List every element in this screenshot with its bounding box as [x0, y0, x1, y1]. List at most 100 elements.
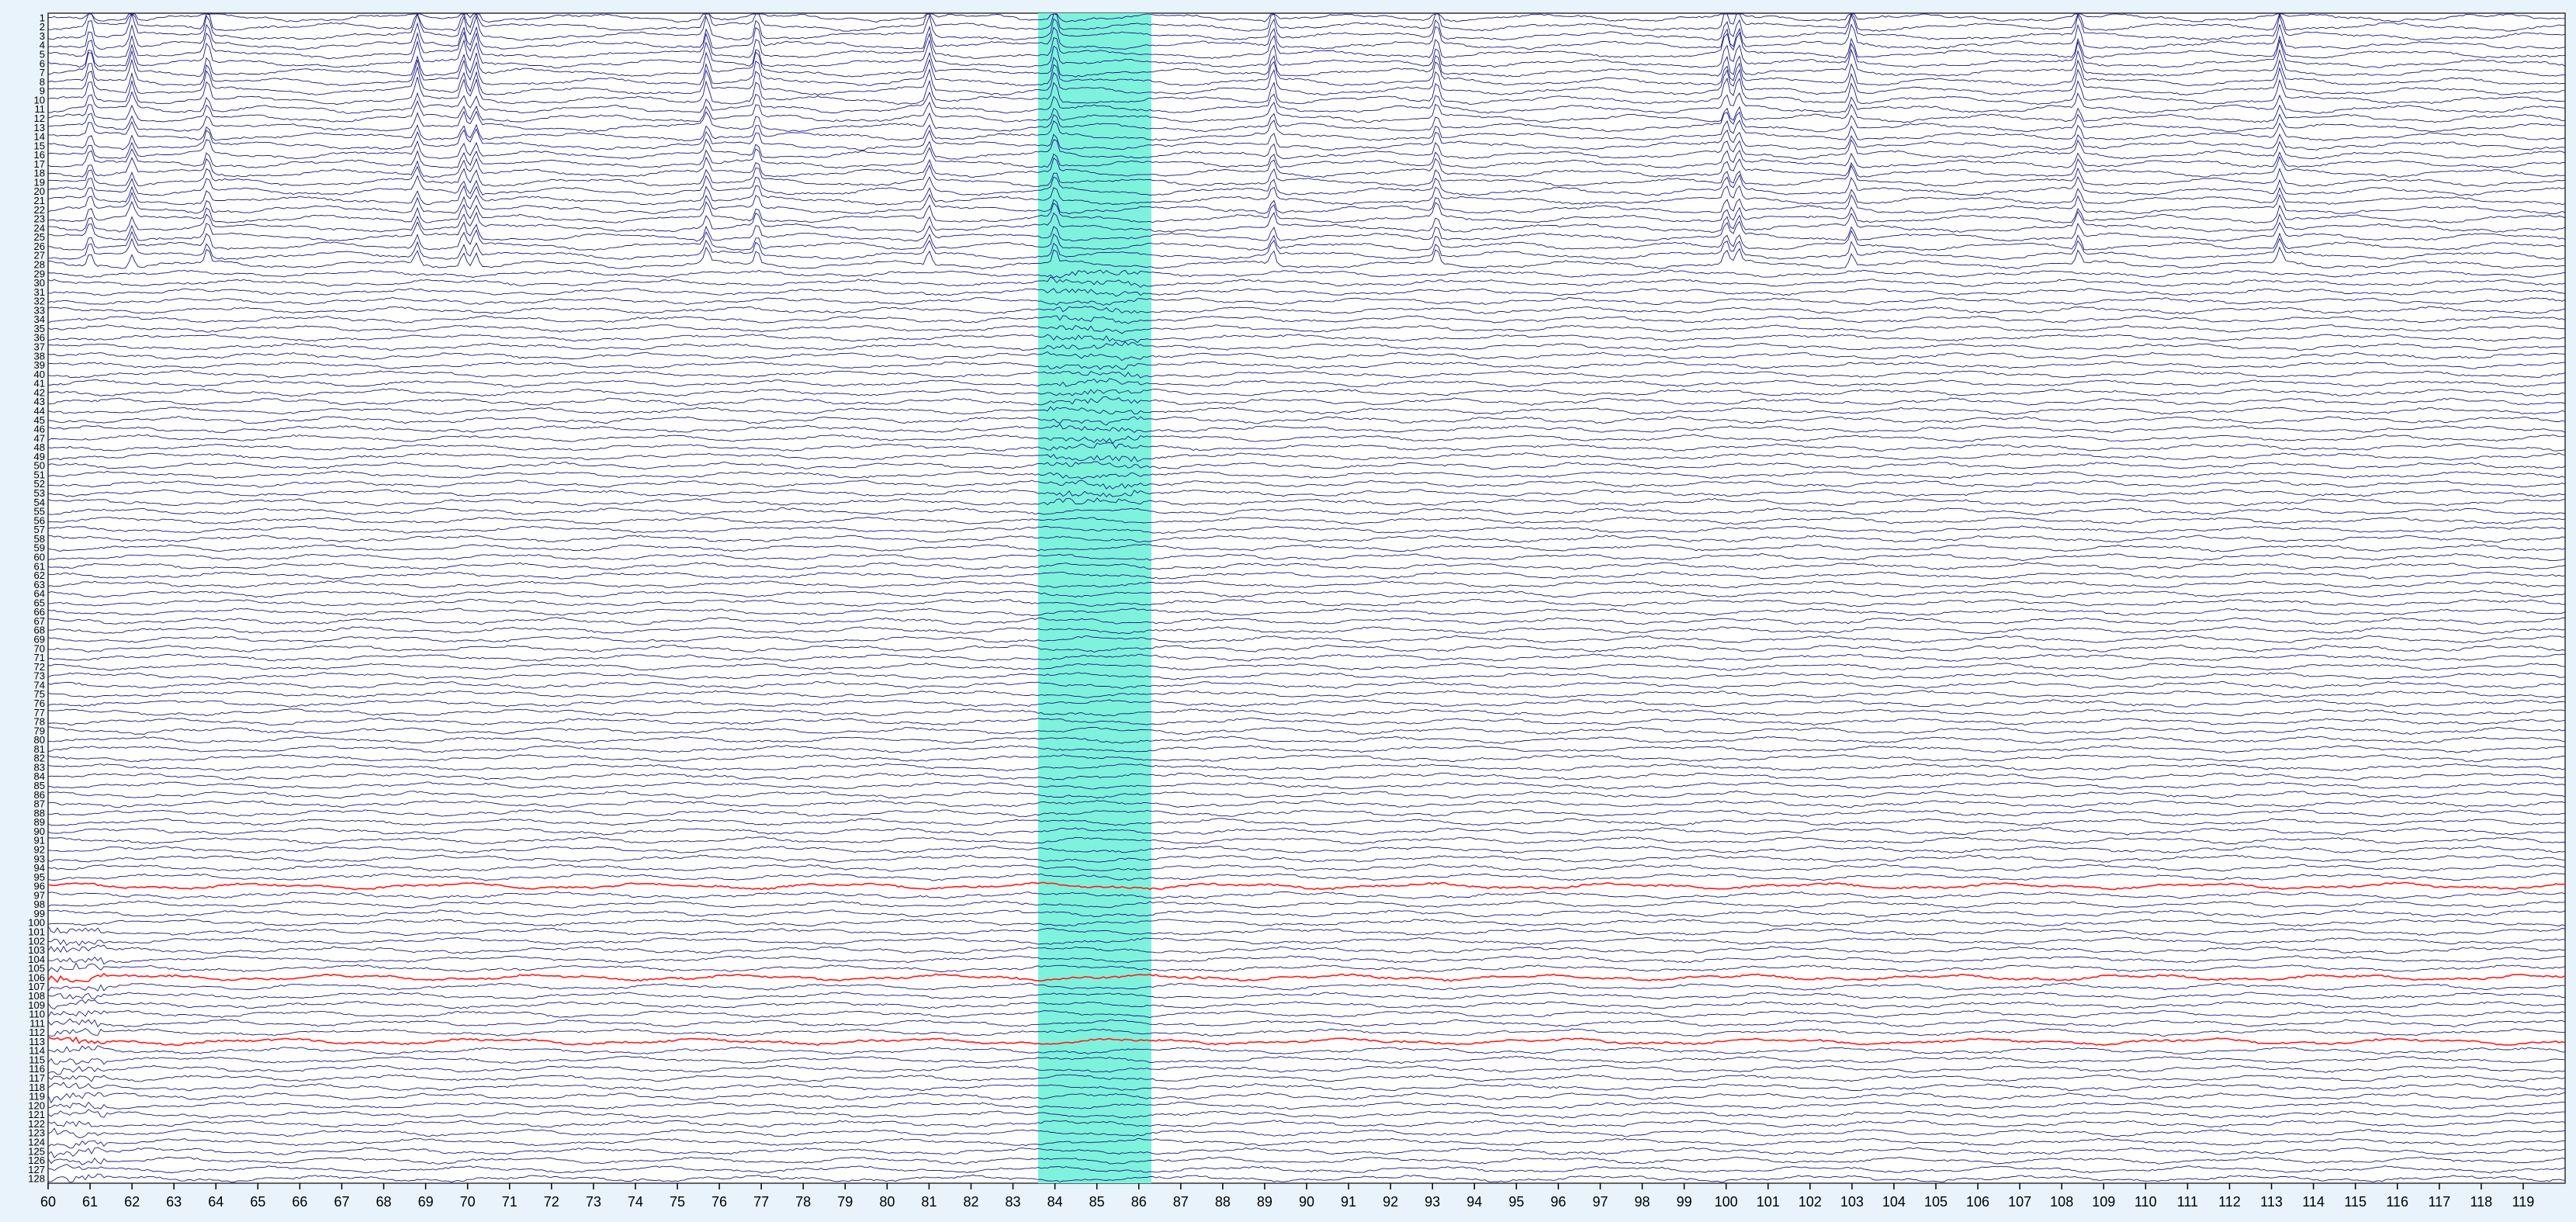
- channel-trace-100[interactable]: [47, 919, 2566, 927]
- channel-trace-103[interactable]: [47, 944, 2566, 954]
- channel-trace-19[interactable]: [47, 164, 2566, 188]
- channel-trace-59[interactable]: [47, 543, 2566, 552]
- channel-trace-96[interactable]: [47, 881, 2565, 891]
- channel-trace-78[interactable]: [47, 717, 2566, 725]
- channel-trace-6[interactable]: [47, 39, 2566, 68]
- channel-trace-37[interactable]: [47, 341, 2566, 351]
- channel-trace-29[interactable]: [47, 269, 2566, 279]
- channel-trace-67[interactable]: [47, 617, 2566, 625]
- channel-trace-28[interactable]: [47, 246, 2566, 270]
- channel-trace-92[interactable]: [47, 845, 2566, 853]
- channel-trace-2[interactable]: [47, 12, 2566, 32]
- channel-trace-86[interactable]: [47, 790, 2566, 799]
- channel-trace-42[interactable]: [47, 388, 2566, 397]
- channel-trace-50[interactable]: [47, 461, 2566, 470]
- channel-trace-95[interactable]: [47, 873, 2566, 881]
- channel-trace-60[interactable]: [47, 553, 2566, 561]
- channel-trace-120[interactable]: [47, 1101, 2566, 1110]
- channel-trace-73[interactable]: [47, 671, 2566, 680]
- channel-trace-32[interactable]: [47, 296, 2566, 306]
- channel-trace-9[interactable]: [47, 65, 2565, 96]
- channel-trace-83[interactable]: [47, 763, 2566, 772]
- channel-trace-7[interactable]: [47, 48, 2566, 78]
- channel-trace-62[interactable]: [47, 571, 2566, 580]
- channel-trace-63[interactable]: [47, 580, 2566, 589]
- channel-trace-87[interactable]: [47, 799, 2566, 808]
- channel-trace-128[interactable]: [47, 1173, 2566, 1183]
- channel-trace-108[interactable]: [47, 992, 2566, 1000]
- channel-trace-49[interactable]: [47, 452, 2566, 462]
- channel-trace-1[interactable]: [47, 13, 2566, 23]
- channel-trace-110[interactable]: [47, 1009, 2566, 1019]
- channel-trace-11[interactable]: [47, 91, 2566, 114]
- channel-trace-34[interactable]: [47, 315, 2566, 324]
- channel-trace-52[interactable]: [47, 479, 2566, 490]
- channel-trace-61[interactable]: [47, 562, 2566, 570]
- channel-trace-90[interactable]: [47, 827, 2566, 836]
- channel-trace-101[interactable]: [47, 926, 2566, 936]
- channel-trace-76[interactable]: [47, 699, 2566, 708]
- channel-trace-82[interactable]: [47, 754, 2566, 763]
- channel-trace-14[interactable]: [48, 119, 2566, 142]
- channel-trace-89[interactable]: [47, 818, 2566, 826]
- channel-trace-8[interactable]: [47, 58, 2566, 87]
- channel-trace-3[interactable]: [47, 12, 2566, 41]
- channel-trace-10[interactable]: [47, 76, 2566, 106]
- channel-trace-66[interactable]: [47, 608, 2566, 616]
- channel-trace-25[interactable]: [47, 220, 2566, 242]
- channel-trace-74[interactable]: [47, 680, 2566, 690]
- channel-trace-58[interactable]: [48, 535, 2566, 543]
- channel-trace-5[interactable]: [47, 31, 2566, 60]
- channel-trace-88[interactable]: [47, 808, 2566, 818]
- channel-trace-36[interactable]: [47, 334, 2566, 344]
- channel-trace-99[interactable]: [47, 909, 2566, 918]
- channel-trace-55[interactable]: [47, 507, 2566, 516]
- channel-trace-38[interactable]: [47, 351, 2566, 362]
- channel-trace-109[interactable]: [47, 999, 2566, 1010]
- channel-trace-79[interactable]: [47, 726, 2566, 736]
- channel-trace-80[interactable]: [47, 736, 2566, 744]
- channel-trace-53[interactable]: [47, 489, 2566, 497]
- channel-trace-105[interactable]: [47, 962, 2566, 973]
- channel-trace-54[interactable]: [47, 497, 2566, 507]
- channel-trace-44[interactable]: [47, 406, 2566, 415]
- channel-trace-64[interactable]: [47, 590, 2566, 598]
- channel-trace-116[interactable]: [47, 1064, 2566, 1075]
- channel-trace-57[interactable]: [47, 525, 2566, 534]
- channel-trace-12[interactable]: [47, 100, 2566, 123]
- channel-trace-69[interactable]: [47, 635, 2566, 644]
- channel-trace-35[interactable]: [47, 324, 2566, 334]
- channel-trace-18[interactable]: [47, 155, 2566, 178]
- channel-trace-111[interactable]: [47, 1018, 2566, 1028]
- channel-trace-15[interactable]: [47, 128, 2566, 151]
- channel-trace-20[interactable]: [47, 174, 2566, 196]
- channel-trace-68[interactable]: [47, 626, 2566, 635]
- channel-trace-107[interactable]: [47, 982, 2566, 992]
- channel-trace-46[interactable]: [47, 424, 2566, 434]
- channel-trace-70[interactable]: [48, 644, 2566, 653]
- selected-time-region[interactable]: [1037, 13, 1151, 1183]
- channel-trace-39[interactable]: [47, 361, 2566, 370]
- channel-trace-127[interactable]: [47, 1163, 2566, 1174]
- channel-trace-31[interactable]: [47, 288, 2566, 297]
- channel-trace-21[interactable]: [47, 185, 2566, 206]
- channel-trace-40[interactable]: [47, 370, 2566, 379]
- channel-trace-81[interactable]: [47, 745, 2566, 753]
- channel-trace-115[interactable]: [47, 1055, 2566, 1065]
- channel-trace-114[interactable]: [47, 1045, 2565, 1055]
- channel-trace-122[interactable]: [47, 1120, 2566, 1128]
- channel-trace-48[interactable]: [47, 442, 2566, 452]
- channel-trace-102[interactable]: [47, 936, 2566, 947]
- channel-trace-75[interactable]: [47, 690, 2566, 698]
- channel-trace-72[interactable]: [47, 663, 2566, 671]
- channel-trace-121[interactable]: [47, 1109, 2565, 1119]
- channel-trace-117[interactable]: [47, 1074, 2566, 1082]
- channel-trace-56[interactable]: [47, 517, 2566, 525]
- channel-trace-97[interactable]: [47, 891, 2566, 900]
- channel-trace-33[interactable]: [47, 306, 2566, 315]
- channel-trace-4[interactable]: [47, 22, 2566, 50]
- channel-trace-77[interactable]: [47, 708, 2566, 717]
- channel-trace-43[interactable]: [48, 396, 2566, 406]
- channel-trace-113[interactable]: [47, 1036, 2566, 1046]
